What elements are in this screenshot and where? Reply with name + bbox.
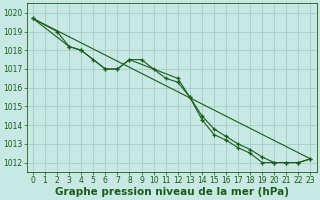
X-axis label: Graphe pression niveau de la mer (hPa): Graphe pression niveau de la mer (hPa) (55, 187, 289, 197)
